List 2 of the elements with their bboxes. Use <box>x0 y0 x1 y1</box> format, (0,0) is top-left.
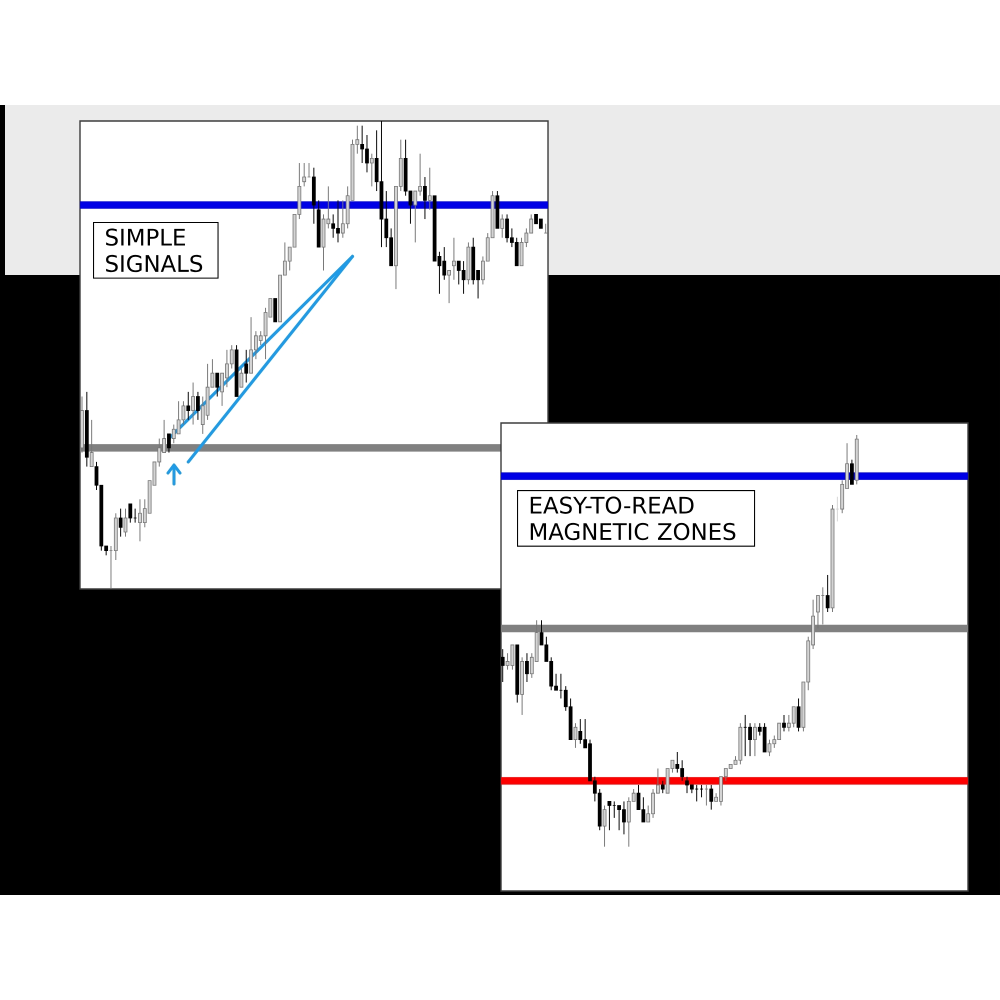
annotation: SIMPLE SIGNALS <box>106 228 202 272</box>
annotation: EASY-TO-READ MAGNETIC ZONES <box>530 496 736 540</box>
